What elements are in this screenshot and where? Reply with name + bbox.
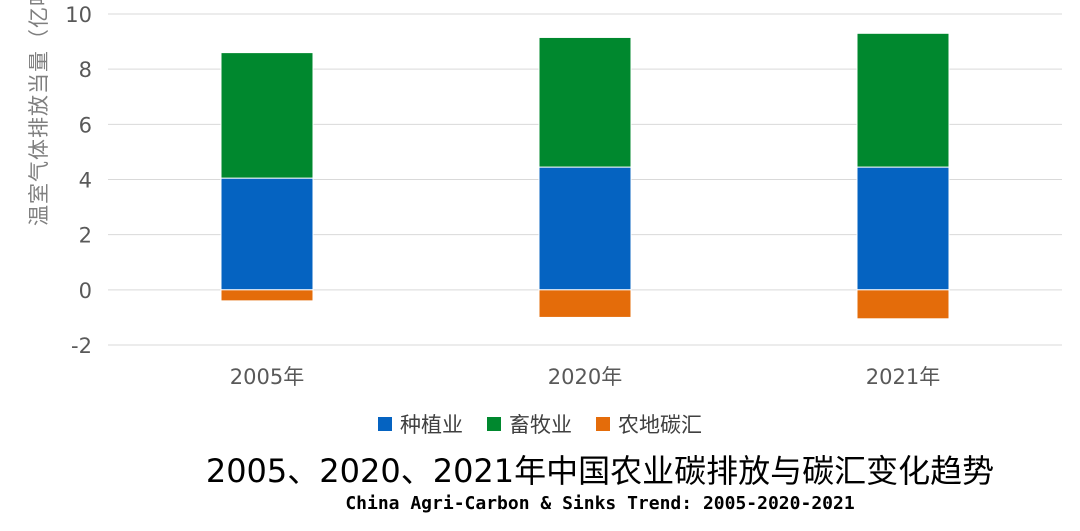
legend-swatch (487, 417, 501, 431)
x-axis-ticks: 2005年 2020年 2021年 (230, 365, 940, 389)
legend-item: 种植业 (378, 409, 463, 439)
bar-farmland-sink (856, 289, 950, 320)
legend-item: 畜牧业 (487, 409, 572, 439)
stacked-bar-chart: -2 0 2 4 6 8 10 2005年 2020年 2021年 (65, 3, 1062, 389)
chart-subtitle: China Agri-Carbon & Sinks Trend: 2005-20… (345, 493, 855, 514)
y-axis-ticks: -2 0 2 4 6 8 10 (65, 3, 92, 358)
bar-livestock (538, 36, 632, 168)
bar-planting (856, 166, 950, 291)
bar-farmland-sink (538, 289, 632, 318)
y-tick-label: 10 (65, 3, 92, 27)
y-tick-label: -2 (71, 334, 92, 358)
bar-livestock (856, 32, 950, 168)
legend-swatch (378, 417, 392, 431)
bar-planting (538, 166, 632, 291)
bar-planting (220, 177, 314, 291)
chart-title: 2005、2020、2021年中国农业碳排放与碳汇变化趋势 (205, 452, 995, 490)
bar-farmland-sink (220, 289, 314, 302)
chart-area: -2 0 2 4 6 8 10 2005年 2020年 2021年 温室气体排放当量（亿吨） (27, 0, 1062, 389)
y-tick-label: 2 (79, 224, 92, 248)
bar-livestock (220, 52, 314, 179)
x-tick-label: 2021年 (866, 365, 940, 389)
x-tick-label: 2005年 (230, 365, 304, 389)
y-axis-label: 温室气体排放当量（亿吨） (27, 0, 51, 226)
legend-label: 农地碳汇 (618, 413, 702, 437)
legend-label: 畜牧业 (509, 413, 572, 437)
y-tick-label: 8 (79, 58, 92, 82)
x-tick-label: 2020年 (548, 365, 622, 389)
bars (220, 32, 950, 320)
y-tick-label: 0 (79, 279, 92, 303)
y-tick-label: 4 (79, 169, 92, 193)
y-tick-label: 6 (79, 113, 92, 137)
legend-label: 种植业 (400, 413, 463, 437)
legend: 种植业 畜牧业 农地碳汇 (0, 408, 1080, 440)
legend-item: 农地碳汇 (596, 409, 702, 439)
legend-swatch (596, 417, 610, 431)
